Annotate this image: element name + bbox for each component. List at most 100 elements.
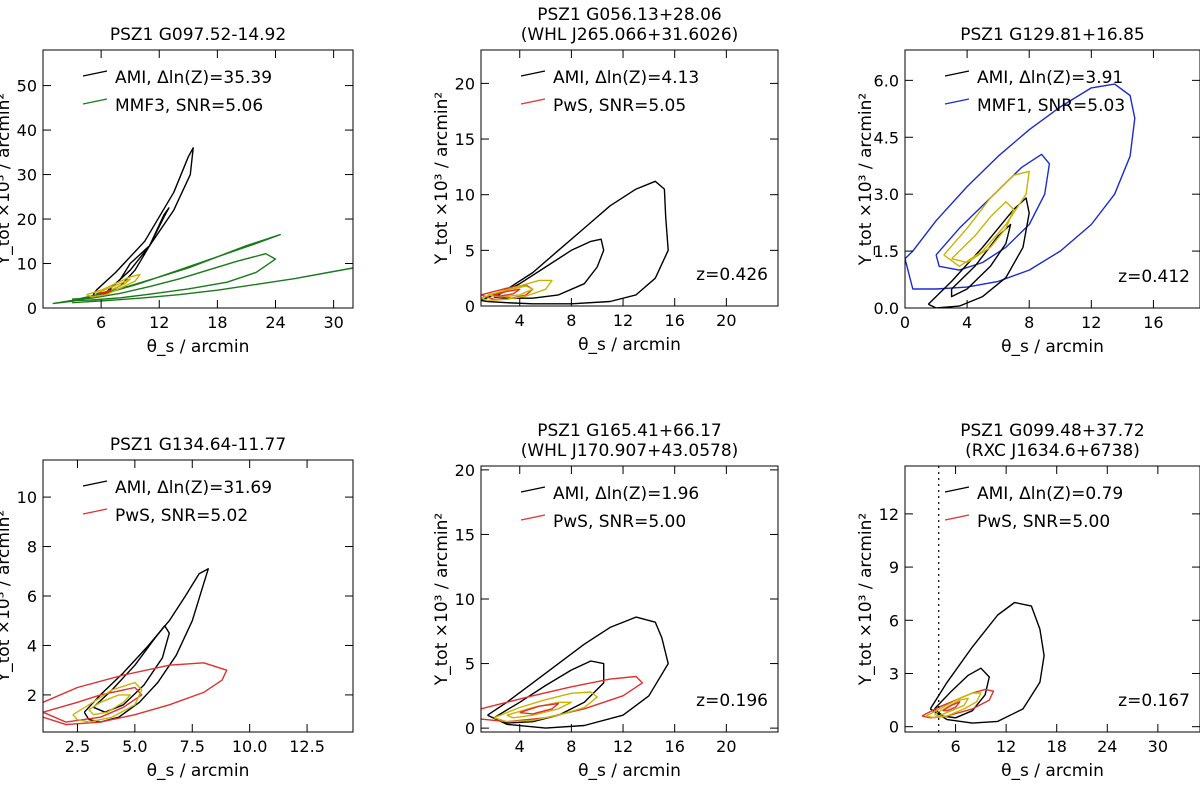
plot-frame [42,459,354,733]
panel-title: PSZ1 G056.13+28.06 [537,5,721,25]
contour-ami-95- [929,601,1045,724]
y-axis-label: Y_tot ×10³ / arcmin² [856,93,876,267]
x-tick-label: 16 [665,737,685,756]
legend-swatch [82,508,108,515]
legend-entry: MMF1, SNR=5.03 [977,96,1125,116]
legend-swatch [82,480,108,487]
chart-panel-2: PSZ1 G056.13+28.06(WHL J265.066+31.6026)… [432,5,779,355]
legend-swatch [944,70,970,77]
x-axis-label: θ_s / arcmin [1001,337,1104,357]
contour-mmf3-outer [72,267,353,304]
panel-title: PSZ1 G129.81+16.85 [960,25,1144,45]
legend-entry: PwS, SNR=5.00 [977,512,1110,532]
contour-mmf1-95- [905,83,1136,290]
y-axis-label: Y_tot ×10³ / arcmin² [856,513,876,687]
y-tick-label: 20 [17,210,37,229]
x-axis-label: θ_s / arcmin [578,335,681,355]
x-tick-label: 7.5 [180,737,205,756]
chart-panel-5: PSZ1 G165.41+66.17(WHL J170.907+43.0578)… [432,421,779,781]
x-tick-label: 12.5 [289,737,325,756]
legend-entry: MMF3, SNR=5.06 [115,96,263,116]
x-tick-label: 30 [1148,737,1168,756]
y-tick-label: 3 [889,664,899,683]
plot-frame [904,465,1200,733]
contour-ami-68- [950,223,1012,298]
contour-joint-95- [925,692,982,719]
y-tick-label: 15 [455,130,475,149]
x-tick-label: 16 [665,311,685,330]
y-tick-label: 6 [27,587,37,606]
contour-group [481,616,669,729]
plot-frame [904,49,1200,309]
chart-panel-6: PSZ1 G099.48+37.72(RXC J1634.6+6738) 6 12 1… [856,421,1200,781]
legend-swatch [944,514,970,521]
y-tick-label: 4.5 [874,128,899,147]
legend-entry: AMI, Δln(Z)=3.91 [977,68,1123,88]
contour-joint-95- [86,273,141,298]
y-tick-label: 10 [455,186,475,205]
x-tick-label: 20 [716,311,736,330]
y-tick-label: 0.0 [874,299,899,318]
contour-joint-inner [942,701,961,712]
y-axis-label: Y_tot ×10³ / arcmin² [432,513,452,687]
contour-joint-95- [493,691,598,723]
y-tick-label: 5 [465,241,475,260]
y-axis-label: Y_tot ×10³ / arcmin² [432,92,452,266]
legend-entry: AMI, Δln(Z)=0.79 [977,484,1123,504]
redshift-label: z=0.167 [1118,691,1190,711]
redshift-label: z=0.196 [696,691,768,711]
redshift-label: z=0.412 [1118,267,1190,287]
panel-title: PSZ1 G099.48+37.72 [960,421,1144,441]
contour-ami-95- [487,616,669,729]
plot-frame [42,49,354,309]
redshift-label: z=0.426 [696,265,768,285]
legend-swatch [520,70,546,77]
contour-joint-68- [487,285,534,298]
panel-subtitle: (WHL J265.066+31.6026) [521,25,739,45]
x-tick-label: 4 [962,313,972,332]
contour-joint-95- [943,170,1030,267]
y-tick-label: 0 [889,718,899,737]
legend-swatch [944,98,970,105]
contour-ami-95- [481,180,669,305]
contour-mmf3-68- [71,252,277,302]
panel-subtitle: (RXC J1634.6+6738) [965,441,1140,461]
y-tick-label: 20 [455,74,475,93]
contour-group [52,147,353,305]
contour-joint-95- [481,279,553,302]
x-tick-label: 18 [1047,737,1067,756]
contour-joint-inner [493,288,521,297]
x-tick-label: 12 [996,737,1016,756]
panel-title: PSZ1 G097.52-14.92 [110,25,286,45]
y-tick-label: 50 [17,77,37,96]
x-axis-label: θ_s / arcmin [147,337,250,357]
x-tick-label: 12 [613,311,633,330]
contour-pws-68- [43,686,143,723]
y-tick-label: 10 [455,590,475,609]
contour-group [43,568,228,726]
contour-joint-inner [519,702,560,715]
plot-frame [480,49,779,307]
x-tick-label: 30 [323,313,343,332]
y-tick-label: 5 [465,655,475,674]
x-tick-label: 24 [1097,737,1117,756]
contour-ami-68- [493,660,605,724]
y-tick-label: 10 [17,488,37,507]
y-tick-label: 12 [879,505,899,524]
x-tick-label: 5.0 [122,737,147,756]
contour-pws-95- [43,662,228,726]
contour-ami-68- [933,667,990,719]
contour-group [481,180,669,305]
contour-ami-95- [927,197,1030,308]
panel-title: PSZ1 G165.41+66.17 [537,421,721,441]
x-axis-label: θ_s / arcmin [578,761,681,781]
y-tick-label: 9 [889,558,899,577]
y-tick-label: 0 [465,297,475,316]
legend-swatch [944,486,970,493]
y-tick-label: 4 [27,636,37,655]
y-tick-label: 8 [27,538,37,557]
legend-entry: PwS, SNR=5.05 [553,96,686,116]
y-tick-label: 0 [465,719,475,738]
contour-joint-red [96,289,112,295]
